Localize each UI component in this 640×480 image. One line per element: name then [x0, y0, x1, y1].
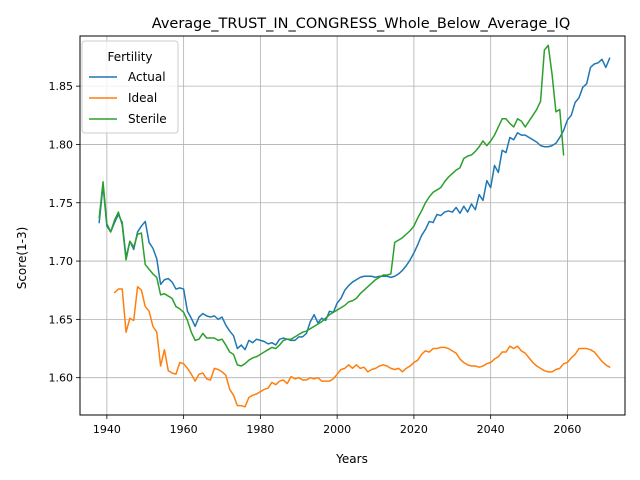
- chart-title: Average_TRUST_IN_CONGRESS_Whole_Below_Av…: [152, 16, 571, 32]
- x-tick-label: 1940: [93, 423, 121, 436]
- x-tick-label: 1960: [170, 423, 198, 436]
- legend-label-actual: Actual: [128, 70, 166, 84]
- series-line-sterile: [98, 44, 565, 367]
- y-tick-label: 1.60: [49, 372, 74, 385]
- series-line-ideal: [113, 285, 611, 408]
- series-line-actual: [98, 57, 611, 351]
- y-axis-label: Score(1-3): [15, 227, 29, 290]
- y-tick-label: 1.75: [49, 197, 74, 210]
- legend-entries: Actual Ideal Sterile: [89, 70, 167, 126]
- y-tick-label: 1.85: [49, 80, 74, 93]
- legend-label-ideal: Ideal: [128, 91, 157, 105]
- x-tick-label: 2040: [477, 423, 505, 436]
- x-tick-label: 2060: [553, 423, 581, 436]
- y-tick-label: 1.70: [49, 255, 74, 268]
- legend: Fertility Actual Ideal Sterile: [81, 40, 179, 134]
- grid: [80, 36, 625, 415]
- x-tick-label: 2020: [400, 423, 428, 436]
- x-axis-label: Years: [335, 452, 368, 466]
- legend-box: [81, 40, 179, 134]
- y-tick-label: 1.80: [49, 138, 74, 151]
- legend-label-sterile: Sterile: [128, 112, 167, 126]
- x-axis: 1940 1960 1980 2000 2020 2040 2060: [93, 415, 581, 436]
- y-axis: 1.60 1.65 1.70 1.75 1.80 1.85: [49, 80, 80, 385]
- legend-title: Fertility: [107, 50, 152, 64]
- x-tick-label: 2000: [323, 423, 351, 436]
- y-tick-label: 1.65: [49, 313, 74, 326]
- x-tick-label: 1980: [246, 423, 274, 436]
- plot-frame: [79, 35, 626, 416]
- series-lines: [98, 44, 611, 408]
